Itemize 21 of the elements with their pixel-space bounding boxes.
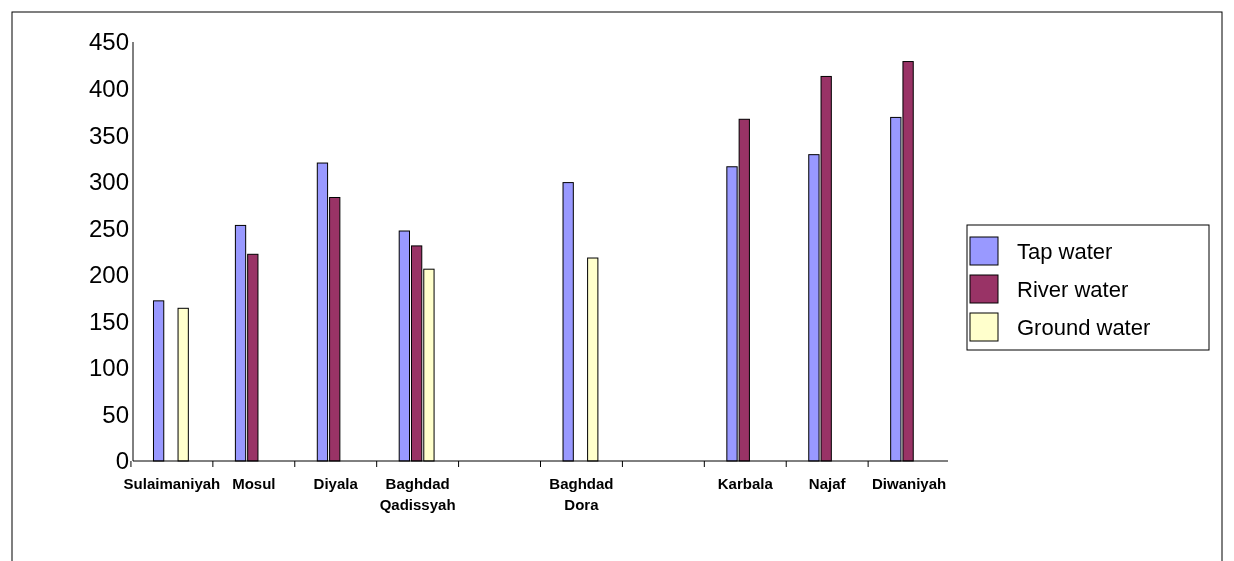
x-tick-label: Baghdad Qadissyah <box>379 475 456 513</box>
y-tick-label: 50 <box>102 400 129 428</box>
y-tick-label: 300 <box>88 168 129 196</box>
y-tick-label: 100 <box>88 354 129 382</box>
y-tick-label: 0 <box>115 447 129 475</box>
x-tick-label: Diyala <box>313 475 359 492</box>
legend-label: Ground water <box>1017 314 1151 340</box>
y-tick-label: 250 <box>88 214 129 242</box>
x-tick-label: Diwaniyah <box>872 475 947 492</box>
x-tick-label: Mosul <box>232 475 276 492</box>
x-tick-label: Najaf <box>808 475 847 492</box>
y-tick-label: 350 <box>88 121 129 149</box>
y-tick-label: 450 <box>88 28 129 56</box>
legend-label: River water <box>1017 276 1129 302</box>
y-tick-label: 200 <box>88 261 129 289</box>
y-tick-label: 400 <box>88 74 129 102</box>
x-tick-label: Sulaimaniyah <box>123 475 221 492</box>
x-tick-label: Karbala <box>717 475 774 492</box>
y-tick-label: 150 <box>88 307 129 335</box>
x-tick-label: Baghdad Dora <box>549 475 614 513</box>
legend-label: Tap water <box>1017 238 1113 264</box>
